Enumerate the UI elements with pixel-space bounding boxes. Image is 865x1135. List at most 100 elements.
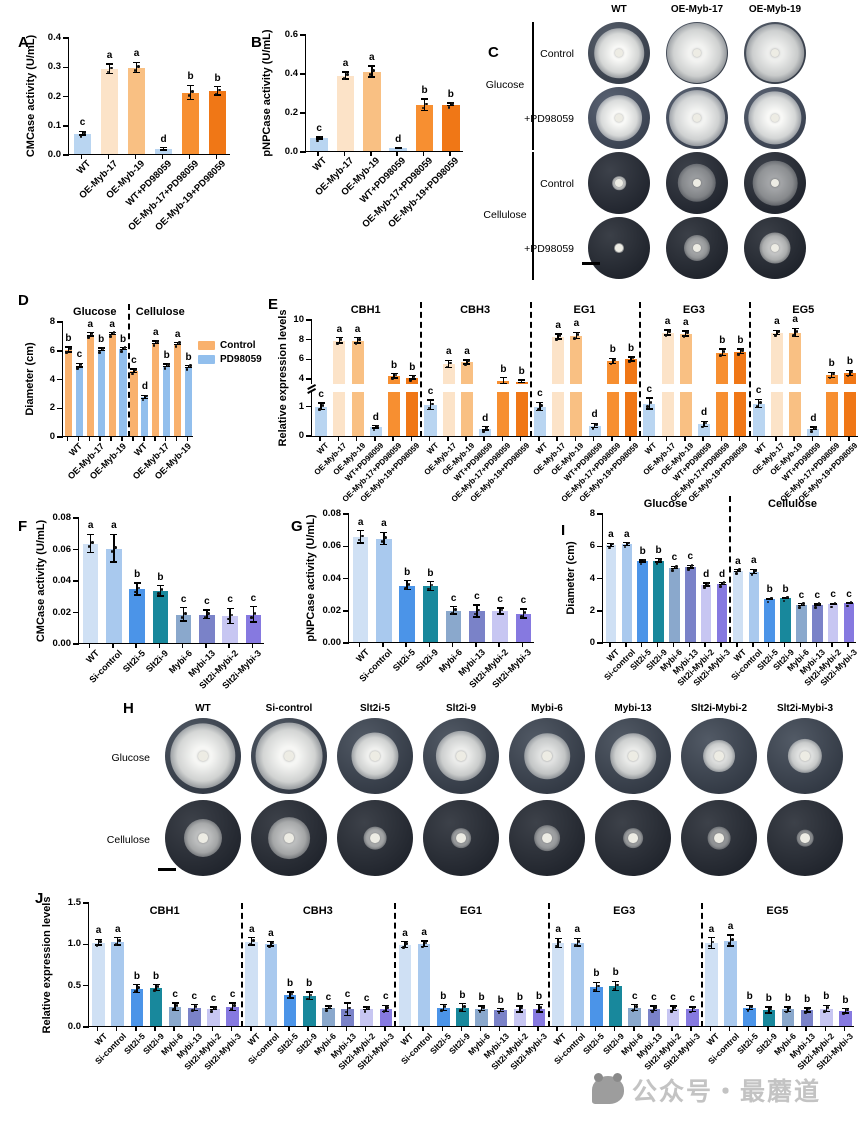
agar-plug <box>692 48 702 58</box>
error-bar-cap-top <box>110 533 118 536</box>
error-bar-cap-bottom <box>718 354 726 356</box>
data-point-dot <box>114 545 117 549</box>
error-bar-cap-bottom <box>607 545 615 548</box>
y-tick <box>57 350 63 352</box>
data-point-dot <box>719 585 722 588</box>
y-tick <box>343 642 349 644</box>
y-tick-label: 0.6 <box>284 29 298 40</box>
x-tick <box>405 643 407 647</box>
data-point-dot <box>218 88 221 92</box>
error-bar-cap-bottom <box>447 104 455 107</box>
data-point-dot <box>227 617 230 621</box>
data-point-dot <box>380 540 384 543</box>
error-bar-cap-bottom <box>133 71 140 73</box>
error-bar-cap-top <box>324 1005 332 1007</box>
error-bar-line <box>176 342 179 346</box>
error-bar-cap-bottom <box>727 945 735 947</box>
bar <box>333 340 346 384</box>
significance-letter: b <box>185 351 192 363</box>
error-bar-cap-top <box>226 607 234 610</box>
x-tick <box>640 643 643 647</box>
significance-letter: a <box>574 924 581 936</box>
significance-letter: a <box>402 927 408 939</box>
bar <box>181 92 200 154</box>
x-tick <box>704 643 706 647</box>
error-bar-cap-bottom <box>688 1010 696 1012</box>
error-bar-cap-top <box>536 401 544 403</box>
y-tick <box>306 358 312 361</box>
error-bar-cap-bottom <box>655 561 663 563</box>
significance-letter: c <box>450 592 457 604</box>
bar <box>207 1008 220 1026</box>
y-tick-label: 0 <box>298 430 304 441</box>
data-point-dot <box>828 376 832 380</box>
data-point-dot <box>156 985 160 988</box>
error-bar-cap-bottom <box>473 616 481 618</box>
panel-label-g: G <box>291 518 303 535</box>
y-tick-label: 0.4 <box>47 32 61 43</box>
data-point-dot <box>467 359 471 363</box>
data-point-dot <box>703 586 706 589</box>
error-bar-cap-bottom <box>267 945 275 947</box>
x-tick-label: WT <box>83 648 101 665</box>
significance-letter: b <box>766 584 773 596</box>
error-bar-cap-top <box>97 347 105 349</box>
error-bar-line <box>383 532 385 546</box>
significance-letter: a <box>555 924 561 936</box>
significance-letter: b <box>134 569 141 581</box>
x-tick <box>483 437 485 441</box>
data-point-dot <box>401 946 405 949</box>
data-point-dot <box>731 938 734 941</box>
bar <box>606 392 619 436</box>
x-tick-label: WT <box>132 441 150 458</box>
petri-dish <box>666 22 728 84</box>
bar <box>590 987 603 1026</box>
x-tick <box>575 1027 578 1031</box>
error-bar-cap-top <box>809 426 817 428</box>
y-tick <box>300 73 306 75</box>
error-bar-cap-top <box>607 542 615 545</box>
data-point-dot <box>130 372 134 376</box>
error-bar-line <box>499 608 501 615</box>
y-tick-label: 0.08 <box>52 512 72 523</box>
bar <box>388 392 401 436</box>
error-bar-cap-bottom <box>755 406 763 409</box>
data-point-dot <box>497 612 500 616</box>
scale-bar <box>158 868 176 871</box>
data-point-dot <box>404 586 407 590</box>
error-bar-cap-bottom <box>707 947 715 950</box>
y-tick <box>83 1026 89 1028</box>
data-point-dot <box>462 1005 466 1008</box>
petri-dish <box>666 87 728 149</box>
error-bar-cap-bottom <box>516 1011 524 1013</box>
significance-letter: c <box>363 993 370 1004</box>
data-point-dot <box>631 1009 635 1012</box>
data-point-dot <box>623 545 627 549</box>
x-tick <box>521 643 524 647</box>
data-point-dot <box>361 534 364 538</box>
data-point-dot <box>500 608 504 612</box>
error-bar-cap-bottom <box>809 429 817 431</box>
x-tick <box>501 437 504 441</box>
error-bar-cap-top <box>627 356 635 358</box>
x-tick <box>392 437 394 441</box>
significance-letter: a <box>153 326 159 338</box>
error-bar-cap-bottom <box>152 342 160 345</box>
error-bar-line <box>155 984 157 992</box>
error-bar-cap-top <box>160 146 167 149</box>
bar <box>389 148 407 151</box>
bar <box>369 427 382 436</box>
data-point-dot <box>627 541 630 545</box>
bar <box>92 942 105 1026</box>
data-point-dot <box>253 612 257 615</box>
significance-letter: a <box>248 923 255 935</box>
dish-row-label: +PD98059 <box>524 112 574 125</box>
error-bar-cap-bottom <box>187 98 194 100</box>
data-point-dot <box>635 1005 638 1008</box>
section-divider <box>748 302 751 437</box>
group-bracket-line <box>532 22 534 150</box>
y-tick <box>597 513 603 515</box>
data-point-dot <box>593 988 597 992</box>
error-bar-cap-bottom <box>156 595 164 597</box>
dish-column-header: Slt2i-5 <box>359 703 391 714</box>
